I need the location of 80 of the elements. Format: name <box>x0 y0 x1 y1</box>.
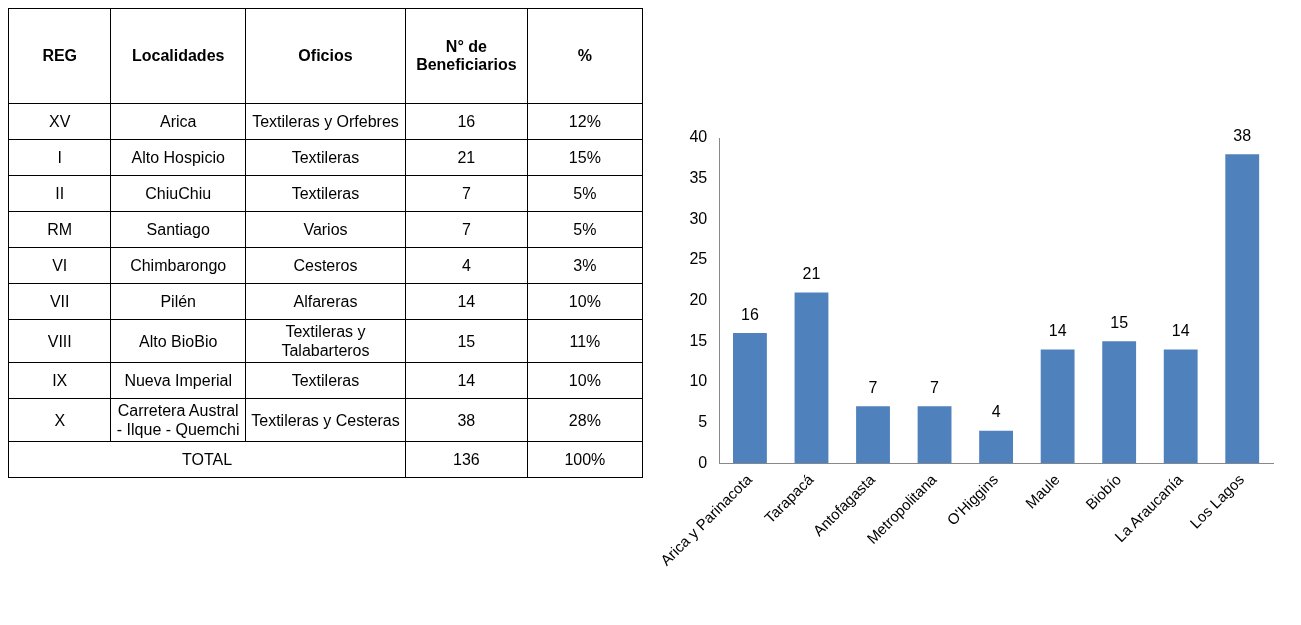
data-label: 16 <box>741 305 759 323</box>
text: TOTAL <box>181 451 233 468</box>
text: Alto Hospicio <box>131 149 225 166</box>
category-label: N° de Beneficiarios <box>405 8 528 104</box>
y-tick-label: 40 <box>689 128 708 146</box>
bar <box>794 292 829 464</box>
bar <box>979 430 1014 464</box>
text: 16 <box>457 113 476 130</box>
data-label: 21 <box>802 264 821 282</box>
category-label: Oficios <box>245 8 406 104</box>
bar <box>1102 341 1137 464</box>
text: 10% <box>568 293 601 310</box>
text: 28% <box>568 411 601 429</box>
text: 15% <box>568 149 601 166</box>
bar <box>917 406 952 464</box>
y-tick-label: 15 <box>689 331 708 349</box>
text: Alto BioBio <box>139 332 218 350</box>
text: IX <box>52 372 68 389</box>
category-label: % <box>527 8 643 104</box>
text: 10% <box>568 372 601 389</box>
data-label: 38 <box>1233 126 1252 144</box>
y-tick-label: 25 <box>689 250 708 268</box>
y-tick-label: 10 <box>689 372 708 390</box>
text: 7 <box>461 221 471 238</box>
text: VII <box>49 293 70 310</box>
text: Santiago <box>146 221 210 238</box>
text: XV <box>49 113 71 130</box>
text: Textileras <box>291 372 360 389</box>
text: 5% <box>573 221 597 238</box>
text: Nueva Imperial <box>124 372 232 389</box>
data-label: 4 <box>991 403 1001 421</box>
text: 38 <box>457 411 476 429</box>
text: 15 <box>457 332 476 350</box>
text: 100% <box>564 451 606 468</box>
text: Chimbarongo <box>130 257 227 274</box>
text: Arica <box>159 113 197 130</box>
text: 5% <box>573 185 597 202</box>
text: Cesteros <box>293 257 358 274</box>
text: 14 <box>457 293 476 310</box>
bar <box>856 406 890 464</box>
y-tick-label: 30 <box>689 209 708 227</box>
data-label: 7 <box>868 378 878 396</box>
bar <box>733 333 767 464</box>
data-label: 14 <box>1048 321 1067 339</box>
text: Textileras y Cesteras <box>251 411 400 429</box>
text: VIII <box>47 332 72 350</box>
bar <box>1040 349 1075 464</box>
bar <box>1163 349 1198 464</box>
text: 7 <box>461 185 471 202</box>
y-tick-label: 0 <box>698 453 708 471</box>
text: Carretera Austral - Ilque - Quemchi <box>116 402 240 438</box>
text: Textileras y Talabarteros <box>281 323 370 359</box>
text: 21 <box>457 149 476 166</box>
text: Pilén <box>160 293 196 310</box>
text: 3% <box>573 257 597 274</box>
text: 4 <box>461 257 471 274</box>
text: 14 <box>457 372 476 389</box>
y-tick-label: 5 <box>698 412 708 430</box>
y-tick-label: 35 <box>689 169 708 187</box>
text: ChiuChiu <box>145 185 212 202</box>
text: Varios <box>303 221 348 238</box>
text: VI <box>52 257 68 274</box>
text: 12% <box>568 113 601 130</box>
text: Textileras y Orfebres <box>252 113 399 130</box>
category-label: REG <box>8 8 111 104</box>
text: 11% <box>569 332 601 350</box>
text: X <box>54 411 66 429</box>
data-label: 15 <box>1110 313 1129 331</box>
text: Textileras <box>291 149 360 166</box>
text: Textileras <box>291 185 360 202</box>
text: RM <box>47 221 73 238</box>
text: 136 <box>453 451 480 468</box>
text: I <box>57 149 62 166</box>
bar <box>1225 154 1260 464</box>
y-tick-label: 20 <box>689 291 708 309</box>
data-label: 7 <box>930 378 940 396</box>
data-label: 14 <box>1171 321 1190 339</box>
text: Alfareras <box>293 293 358 310</box>
text: II <box>55 185 65 202</box>
category-label: Localidades <box>110 8 246 104</box>
